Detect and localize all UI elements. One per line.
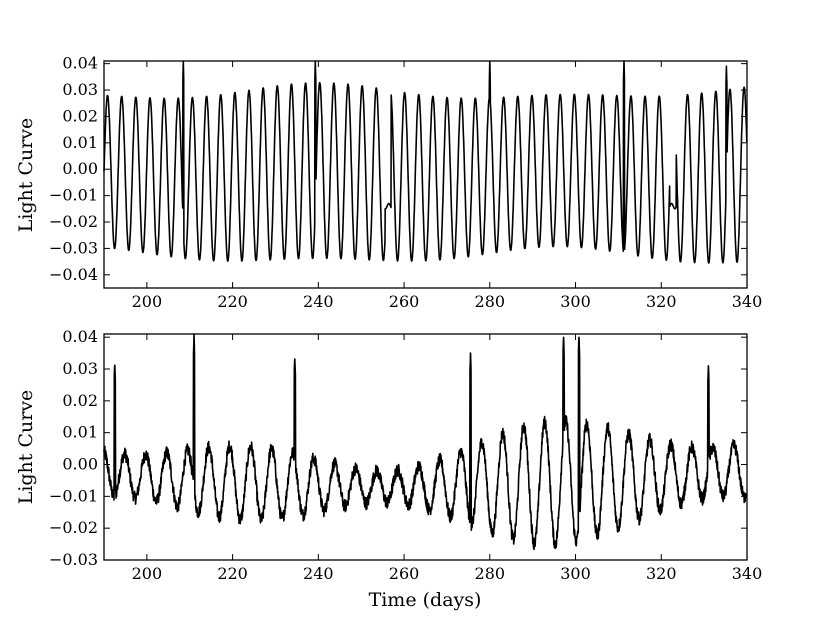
top-x-tick-label: 280	[475, 292, 506, 311]
bottom-y-axis-label: Light Curve	[15, 390, 37, 505]
top-y-tick-label: −0.01	[49, 186, 98, 205]
top-y-tick-label: −0.04	[49, 265, 98, 284]
bottom-x-tick-label: 300	[560, 564, 591, 583]
top-panel: 200 220 240 260 280 300 320 340 −0.04 −0.03 −0.02 −…	[15, 54, 762, 311]
bottom-ticks: 200 220 240 260 280 300 320 340 −0.03 −0.02 −0.01 0…	[49, 327, 762, 583]
top-y-tick-label: −0.02	[49, 212, 98, 231]
top-y-tick-label: 0.01	[62, 133, 98, 152]
bottom-x-tick-label: 240	[303, 564, 334, 583]
bottom-y-tick-label: 0.00	[62, 455, 98, 474]
bottom-y-tick-label: 0.04	[62, 327, 98, 346]
top-x-tick-label: 300	[560, 292, 591, 311]
bottom-x-tick-label: 320	[646, 564, 677, 583]
top-x-tick-label: 200	[132, 292, 163, 311]
top-series-line	[103, 60, 748, 264]
bottom-series-line	[103, 333, 748, 551]
top-x-tick-label: 340	[732, 292, 763, 311]
top-y-tick-label: 0.00	[62, 159, 98, 178]
top-y-axis-label: Light Curve	[15, 118, 37, 233]
top-y-tick-label: 0.02	[62, 106, 98, 125]
top-x-tick-label: 240	[303, 292, 334, 311]
bottom-x-tick-label: 200	[132, 564, 163, 583]
bottom-y-tick-label: −0.02	[49, 518, 98, 537]
bottom-plot-frame	[103, 333, 748, 561]
bottom-y-tick-label: 0.03	[62, 359, 98, 378]
top-y-tick-label: 0.04	[62, 54, 98, 73]
bottom-x-tick-label: 260	[389, 564, 420, 583]
bottom-y-tick-label: −0.03	[49, 550, 98, 569]
bottom-x-tick-label: 220	[217, 564, 248, 583]
bottom-y-tick-label: 0.02	[62, 391, 98, 410]
top-plot-frame	[103, 60, 748, 289]
bottom-x-tick-label: 340	[732, 564, 763, 583]
top-x-tick-label: 260	[389, 292, 420, 311]
bottom-y-tick-label: 0.01	[62, 423, 98, 442]
x-axis-label: Time (days)	[369, 589, 482, 611]
top-ticks: 200 220 240 260 280 300 320 340 −0.04 −0.03 −0.02 −…	[49, 54, 762, 311]
top-y-tick-label: −0.03	[49, 238, 98, 257]
top-x-tick-label: 320	[646, 292, 677, 311]
top-y-tick-label: 0.03	[62, 80, 98, 99]
bottom-panel: 200 220 240 260 280 300 320 340 −0.03 −0.02 −0.01 0…	[15, 327, 762, 611]
bottom-y-tick-label: −0.01	[49, 486, 98, 505]
bottom-x-tick-label: 280	[475, 564, 506, 583]
top-x-tick-label: 220	[217, 292, 248, 311]
